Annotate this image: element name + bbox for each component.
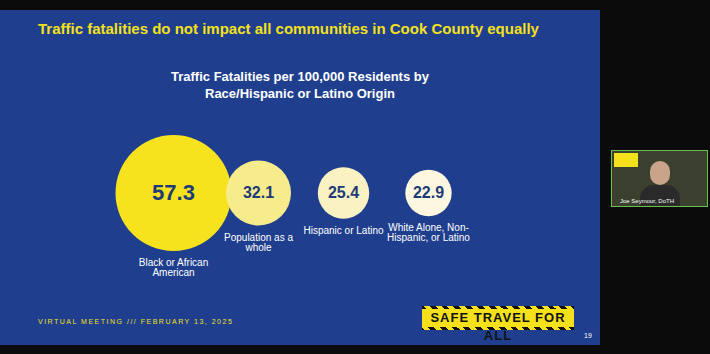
svg-text:Black or AfricanAmerican: Black or AfricanAmerican (139, 257, 208, 278)
html-text:Joe Seymour, DoTH: Joe Seymour, DoTH (620, 198, 674, 204)
svg-text:Population as awhole: Population as awhole (224, 232, 293, 253)
svg-text:25.4: 25.4 (328, 184, 359, 201)
html-text:SAFE TRAVEL FOR ALL: SAFE TRAVEL FOR ALL (430, 310, 566, 343)
svg-text:57.3: 57.3 (152, 180, 195, 205)
svg-text:Hispanic or Latino: Hispanic or Latino (303, 225, 383, 236)
html-text:Traffic fatalities do not impa: Traffic fatalities do not impact all com… (38, 20, 539, 37)
html-text:VIRTUAL MEETING /// FEBRUARY 1: VIRTUAL MEETING /// FEBRUARY 13, 2025 (38, 318, 234, 325)
svg-text:22.9: 22.9 (413, 184, 444, 201)
html-text:Traffic Fatalities per 100,000: Traffic Fatalities per 100,000 Residents… (171, 69, 429, 101)
svg-text:32.1: 32.1 (243, 184, 274, 201)
svg-text:White Alone, Non-Hispanic, or: White Alone, Non-Hispanic, or Latino (387, 222, 470, 243)
html-text:19: 19 (584, 332, 592, 339)
